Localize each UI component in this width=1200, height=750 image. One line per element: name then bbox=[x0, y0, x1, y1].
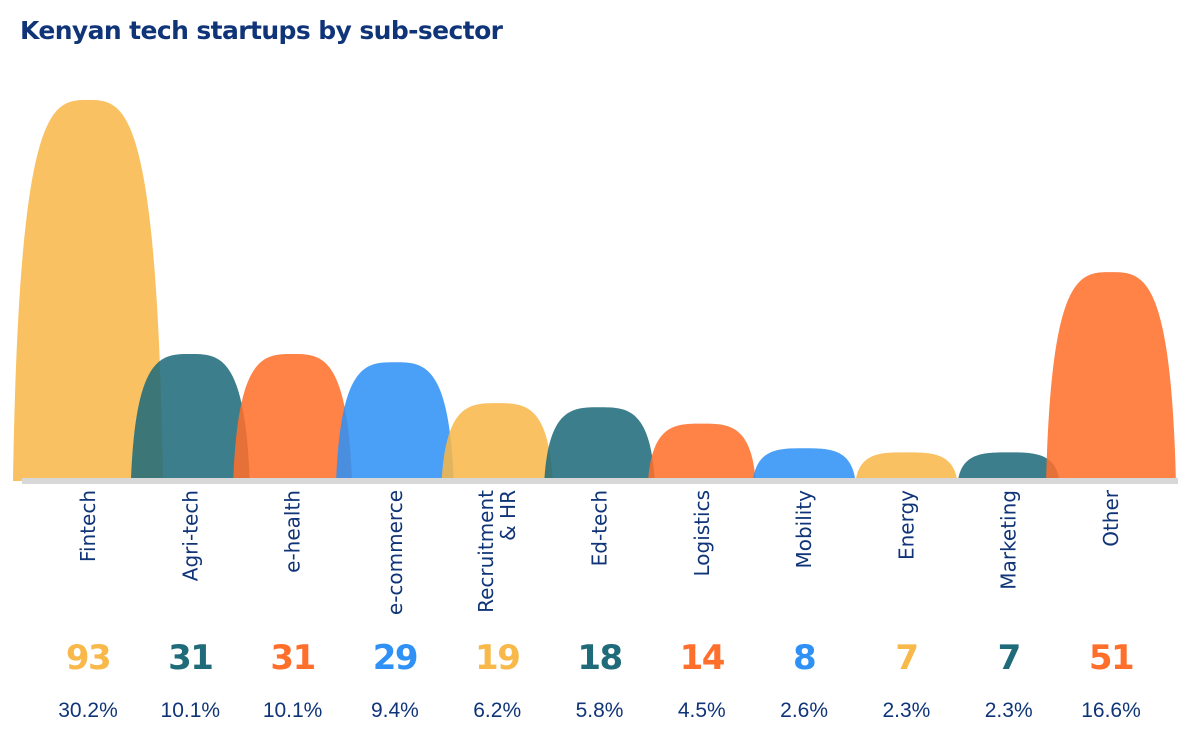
percent-labels: 30.2% 10.1% 10.1% 9.4% 6.2% 5.8% 4.5% 2.6% 2.3% 2… bbox=[58, 699, 1141, 722]
percent-label-fintech: 30.2% bbox=[58, 699, 118, 722]
count-label-fintech: 93 bbox=[66, 638, 110, 678]
percent-label-e-commerce: 9.4% bbox=[371, 699, 419, 722]
category-label-e-health: e-health bbox=[281, 490, 305, 573]
area-ed-tech bbox=[544, 407, 655, 481]
count-label-recruitment-and-hr: 19 bbox=[475, 638, 519, 678]
count-label-mobility: 8 bbox=[793, 638, 815, 678]
category-label-mobility: Mobility bbox=[792, 490, 816, 569]
area-other bbox=[1046, 272, 1176, 481]
category-label-fintech: Fintech bbox=[76, 490, 100, 562]
area-e-health bbox=[233, 354, 352, 481]
area-logistics bbox=[648, 423, 756, 481]
category-label-ed-tech: Ed-tech bbox=[588, 490, 612, 566]
category-label-agri-tech: Agri-tech bbox=[178, 490, 202, 581]
category-labels: Fintech Agri-tech e-health e-commerce Recrui… bbox=[76, 489, 1123, 615]
category-label-recruitment-and-hr: Recruitment& HR bbox=[474, 490, 520, 613]
percent-label-energy: 2.3% bbox=[882, 699, 930, 722]
percent-label-agri-tech: 10.1% bbox=[161, 699, 221, 722]
count-labels: 93 31 31 29 19 18 14 8 7 7 51 bbox=[66, 638, 1135, 678]
category-label-marketing: Marketing bbox=[997, 490, 1021, 590]
count-label-marketing: 7 bbox=[998, 638, 1020, 678]
chart-title: Kenyan tech startups by sub-sector bbox=[20, 16, 503, 45]
area-agri-tech bbox=[130, 354, 250, 481]
area-e-commerce bbox=[336, 362, 454, 481]
category-label-other: Other bbox=[1099, 489, 1123, 547]
percent-label-logistics: 4.5% bbox=[678, 699, 726, 722]
category-label-energy: Energy bbox=[894, 490, 918, 560]
count-label-logistics: 14 bbox=[680, 638, 725, 678]
area-recruitment-and-hr bbox=[441, 403, 553, 481]
area-marketing bbox=[957, 452, 1060, 481]
area-mobility bbox=[752, 448, 856, 481]
percent-label-marketing: 2.3% bbox=[985, 699, 1033, 722]
area-energy bbox=[855, 452, 958, 481]
percent-label-recruitment-and-hr: 6.2% bbox=[473, 699, 521, 722]
category-label-e-commerce: e-commerce bbox=[383, 490, 407, 615]
count-label-e-health: 31 bbox=[270, 638, 314, 678]
category-label-logistics: Logistics bbox=[690, 490, 714, 577]
percent-label-e-health: 10.1% bbox=[263, 699, 323, 722]
count-label-other: 51 bbox=[1089, 638, 1133, 678]
percent-label-other: 16.6% bbox=[1081, 699, 1141, 722]
count-label-ed-tech: 18 bbox=[577, 638, 621, 678]
percent-label-mobility: 2.6% bbox=[780, 699, 828, 722]
percent-label-ed-tech: 5.8% bbox=[576, 699, 624, 722]
count-label-agri-tech: 31 bbox=[168, 638, 212, 678]
count-label-energy: 7 bbox=[895, 638, 917, 678]
area-fintech bbox=[13, 100, 163, 481]
area-shapes bbox=[13, 100, 1176, 481]
count-label-e-commerce: 29 bbox=[373, 638, 417, 678]
